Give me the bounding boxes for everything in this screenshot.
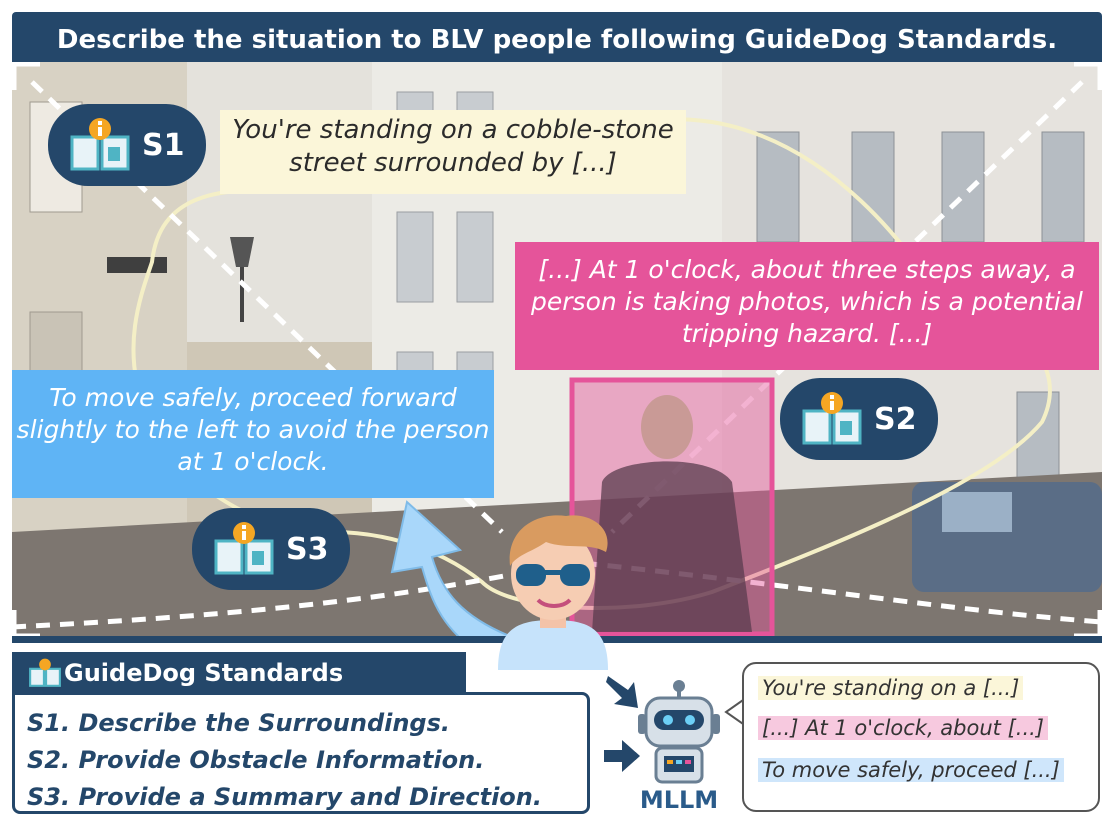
arrow-icon (606, 676, 638, 708)
standard-item-s2: S2. Provide Obstacle Information. (27, 746, 485, 774)
s2-description-box: [...] At 1 o'clock, about three steps aw… (515, 242, 1099, 370)
person-smile (536, 598, 572, 608)
obstacle-person-body (592, 461, 752, 632)
output-line-s1: You're standing on a [...] (758, 676, 1024, 700)
standard-item-s1: S1. Describe the Surroundings. (27, 709, 451, 737)
s1-description-box: You're standing on a cobble-stone street… (220, 110, 686, 194)
glasses-right (560, 564, 590, 586)
s2-badge-label: S2 (874, 401, 917, 437)
person-shirt (498, 620, 608, 670)
glasses-bridge (544, 570, 562, 575)
standards-list: S1. Describe the Surroundings. S2. Provi… (12, 692, 590, 814)
person-hair (509, 515, 608, 566)
street-sign (107, 257, 167, 273)
obstacle-person-face (641, 395, 693, 459)
arrow-icon (604, 740, 640, 772)
output-line-s3: To move safely, proceed [...] (758, 758, 1064, 782)
s3-description-text: To move safely, proceed forward slightly… (16, 383, 490, 476)
diagram-title: Describe the situation to BLV people fol… (12, 12, 1102, 68)
lamp-head (230, 237, 254, 267)
s1-description-text: You're standing on a cobble-stone street… (232, 115, 674, 179)
s1-standard-badge: S1 (48, 104, 206, 186)
s1-badge-label: S1 (142, 127, 185, 163)
book-info-icon (29, 658, 61, 687)
mllm-output-bubble: You're standing on a [...] [...] At 1 o'… (742, 662, 1100, 812)
s2-description-text: [...] At 1 o'clock, about three steps aw… (531, 255, 1083, 348)
book-info-icon (214, 522, 274, 575)
mllm-label: MLLM (639, 786, 719, 814)
direction-arrow (390, 500, 514, 638)
output-line-s2: [...] At 1 o'clock, about [...] (758, 716, 1048, 740)
robot-icon (638, 680, 720, 784)
s3-badge-label: S3 (286, 531, 329, 567)
glasses-left (516, 564, 546, 586)
s3-description-box: To move safely, proceed forward slightly… (12, 370, 494, 498)
standards-heading-tab: GuideDog Standards (12, 652, 466, 694)
right-windows (756, 131, 1085, 503)
person-with-glasses-icon (498, 515, 608, 670)
van-window (942, 492, 1012, 532)
s2-standard-badge: S2 (780, 378, 938, 460)
standards-heading: GuideDog Standards (64, 659, 344, 687)
title-text: Describe the situation to BLV people fol… (56, 25, 1058, 55)
book-info-icon (70, 118, 130, 171)
book-info-icon (802, 392, 862, 445)
standard-item-s3: S3. Provide a Summary and Direction. (27, 783, 542, 811)
s3-standard-badge: S3 (192, 508, 350, 590)
